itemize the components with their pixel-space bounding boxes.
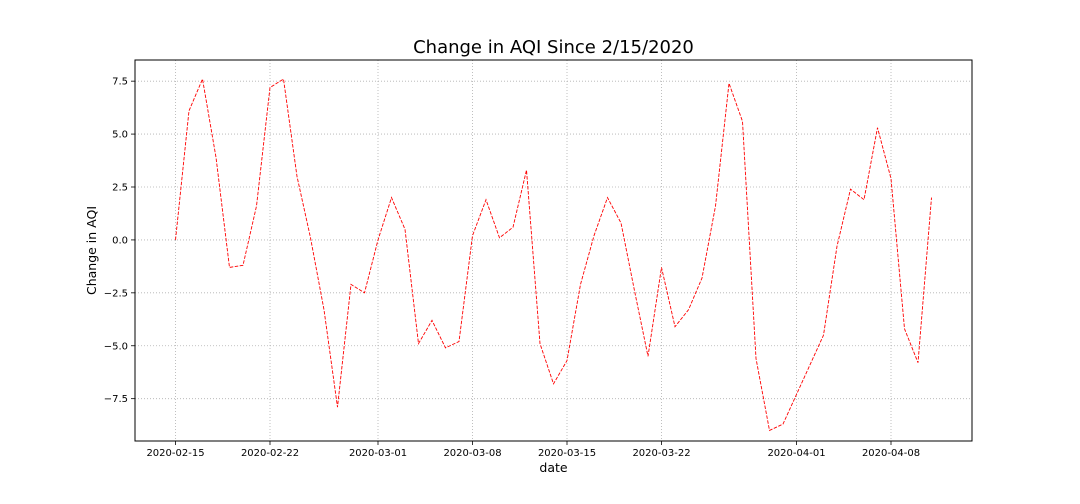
y-axis-label: Change in AQI — [84, 206, 99, 295]
x-tick-label: 2020-04-01 — [767, 448, 825, 459]
x-tick-label: 2020-03-22 — [632, 448, 690, 459]
axis-ticks: 2020-02-15 2020-02-22 2020-03-01 2020-03-08… — [104, 77, 920, 459]
y-tick-label: 7.5 — [112, 77, 128, 88]
plot-area-frame — [134, 59, 973, 442]
y-tick-label: −7.5 — [104, 394, 128, 405]
chart-title: Change in AQI Since 2/15/2020 — [413, 37, 694, 58]
x-tick-label: 2020-04-08 — [862, 448, 920, 459]
x-tick-label: 2020-03-01 — [349, 448, 407, 459]
x-tick-label: 2020-02-15 — [146, 448, 204, 459]
x-tick-label: 2020-03-08 — [443, 448, 501, 459]
y-tick-label: 5.0 — [112, 130, 128, 141]
series-line — [175, 77, 932, 432]
grid — [135, 60, 972, 441]
y-tick-label: 0.0 — [112, 235, 128, 246]
y-tick-label: −5.0 — [104, 341, 128, 352]
x-axis-label: date — [539, 460, 567, 475]
data-points — [174, 78, 933, 432]
x-tick-label: 2020-02-22 — [241, 448, 299, 459]
y-tick-label: 2.5 — [112, 183, 128, 194]
y-tick-label: −2.5 — [104, 288, 128, 299]
x-tick-label: 2020-03-15 — [538, 448, 596, 459]
